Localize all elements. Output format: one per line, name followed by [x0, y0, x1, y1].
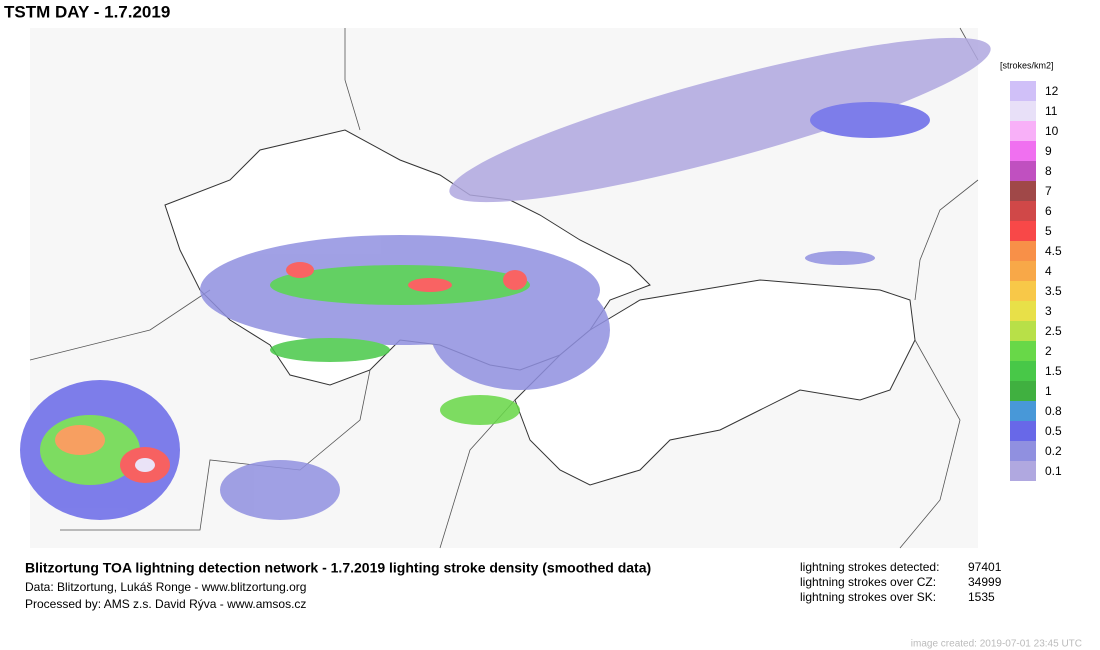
legend-label: 10	[1045, 124, 1059, 138]
legend: 12 11 10 9 8 7 6 5 4.5 4 3.5 3 2.5 2 1.5 1 0.8 0.5 0.2 0.1	[1010, 81, 1062, 481]
legend-label: 7	[1045, 184, 1052, 198]
stat-label: lightning strokes detected:	[800, 560, 939, 574]
footer-processed: Processed by: AMS z.s. David Rýva - www.…	[25, 597, 306, 611]
legend-swatch	[1010, 221, 1036, 241]
legend-swatch	[1010, 421, 1036, 441]
legend-label: 12	[1045, 84, 1059, 98]
created-stamp: image created: 2019-07-01 23:45 UTC	[911, 639, 1082, 650]
legend-swatch	[1010, 241, 1036, 261]
legend-label: 4	[1045, 264, 1052, 278]
storm-density	[20, 37, 991, 520]
stat-value: 97401	[968, 560, 1002, 574]
legend-swatch	[1010, 81, 1036, 101]
legend-label: 1.5	[1045, 364, 1062, 378]
legend-swatch	[1010, 101, 1036, 121]
sk-territory	[514, 279, 916, 486]
legend-swatch	[1010, 381, 1036, 401]
legend-label: 9	[1045, 144, 1052, 158]
legend-label: 0.2	[1045, 444, 1062, 458]
stats: lightning strokes detected: 97401 lightnin…	[800, 560, 1002, 604]
footer-headline: Blitzortung TOA lightning detection netw…	[25, 560, 651, 576]
legend-label: 4.5	[1045, 244, 1062, 258]
legend-swatch	[1010, 301, 1036, 321]
legend-swatch	[1010, 121, 1036, 141]
legend-swatch	[1010, 261, 1036, 281]
legend-label: 3.5	[1045, 284, 1062, 298]
legend-label: 2.5	[1045, 324, 1062, 338]
legend-swatch	[1010, 341, 1036, 361]
legend-swatch	[1010, 401, 1036, 421]
legend-swatch	[1010, 141, 1036, 161]
legend-label: 5	[1045, 224, 1052, 238]
legend-label: 2	[1045, 344, 1052, 358]
legend-swatch	[1010, 461, 1036, 481]
title: TSTM DAY - 1.7.2019	[4, 2, 170, 21]
stat-label: lightning strokes over CZ:	[800, 575, 936, 589]
legend-swatch	[1010, 181, 1036, 201]
legend-label: 0.5	[1045, 424, 1062, 438]
legend-unit: [strokes/km2]	[1000, 60, 1054, 70]
legend-swatch	[1010, 281, 1036, 301]
legend-label: 0.1	[1045, 464, 1062, 478]
legend-swatch	[1010, 441, 1036, 461]
legend-label: 8	[1045, 164, 1052, 178]
map	[20, 27, 991, 549]
stat-value: 34999	[968, 575, 1002, 589]
legend-label: 0.8	[1045, 404, 1062, 418]
legend-swatch	[1010, 321, 1036, 341]
legend-swatch	[1010, 201, 1036, 221]
legend-swatch	[1010, 161, 1036, 181]
legend-swatch	[1010, 361, 1036, 381]
legend-label: 3	[1045, 304, 1052, 318]
footer-data: Data: Blitzortung, Lukáš Ronge - www.bli…	[25, 580, 306, 594]
legend-label: 6	[1045, 204, 1052, 218]
legend-label: 1	[1045, 384, 1052, 398]
stat-label: lightning strokes over SK:	[800, 590, 936, 604]
stat-value: 1535	[968, 590, 995, 604]
legend-label: 11	[1045, 104, 1058, 118]
